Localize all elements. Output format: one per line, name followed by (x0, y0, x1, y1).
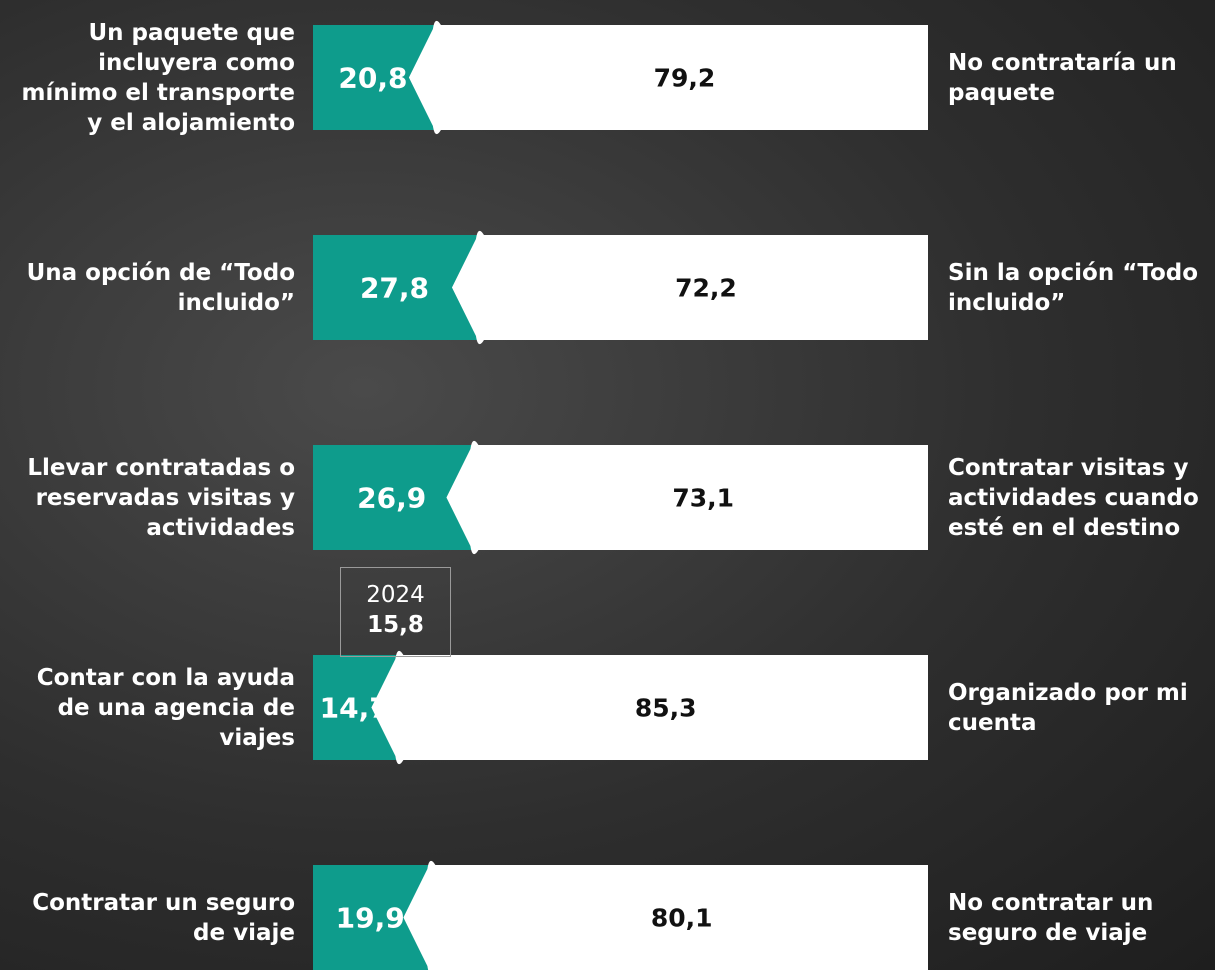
right-label: Contratar visitas y actividades cuando e… (948, 425, 1210, 570)
right-label: No contrataría un paquete (948, 5, 1210, 150)
right-label: Sin la opción “Todo incluido” (948, 215, 1210, 360)
value-label: 20,8 (338, 62, 407, 95)
right-label: No contratar un seguro de viaje (948, 845, 1210, 970)
annotation-value: 15,8 (341, 610, 450, 640)
infographic: 20,8 79,2 27,8 72,2 26,9 73,1 14,7 85,3 19,9 80,1… (0, 0, 1215, 970)
value-label: 73,1 (672, 484, 734, 513)
value-label: 72,2 (675, 274, 737, 303)
value-label: 19,9 (336, 902, 405, 935)
right-label: Organizado por mi cuenta (948, 635, 1210, 780)
category-label: Contar con la ayuda de una agencia de vi… (0, 635, 295, 780)
category-label: Una opción de “Todo incluido” (0, 215, 295, 360)
category-label: Contratar un seguro de viaje (0, 845, 295, 970)
value-label: 27,8 (360, 272, 429, 305)
value-label: 14,7 (320, 692, 389, 725)
category-label: Un paquete que incluyera como mínimo el … (0, 5, 295, 150)
annotation-year: 2024 (341, 580, 450, 610)
annotation-box: 2024 15,8 (340, 567, 451, 657)
value-label: 79,2 (654, 64, 716, 93)
category-label: Llevar contratadas o reservadas visitas … (0, 425, 295, 570)
value-label: 26,9 (357, 482, 426, 515)
value-label: 85,3 (635, 694, 697, 723)
value-label: 80,1 (651, 904, 713, 933)
